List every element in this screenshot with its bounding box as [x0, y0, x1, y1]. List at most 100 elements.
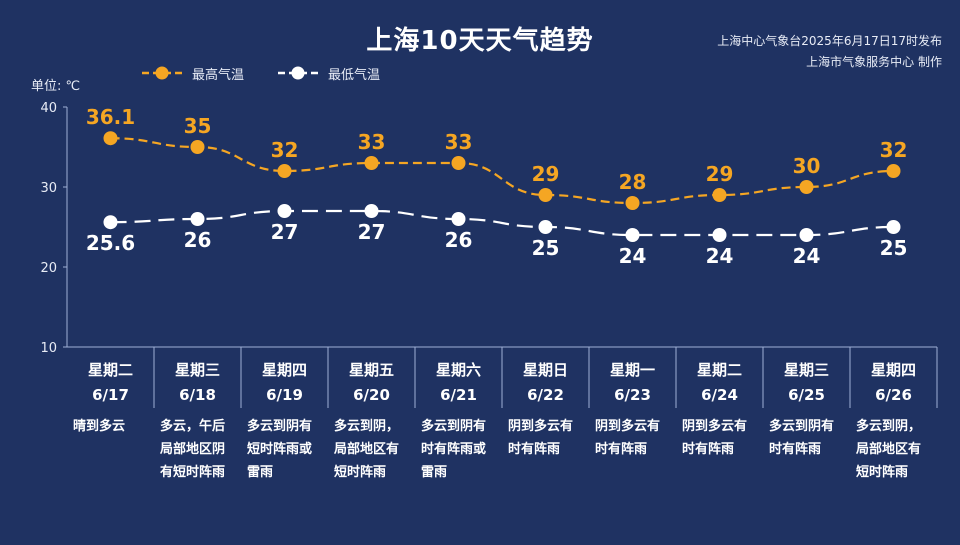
- day-label: 星期三: [784, 361, 829, 379]
- data-label-high: 28: [619, 170, 647, 194]
- data-label-low: 25: [532, 236, 560, 260]
- point-high: [451, 156, 466, 170]
- weather-text: 局部地区有: [856, 441, 921, 457]
- date-label: 6/24: [701, 386, 738, 404]
- y-tick-label: 30: [40, 181, 57, 196]
- data-label-high: 36.1: [86, 105, 135, 129]
- weather-text: 多云到阴有: [247, 418, 312, 434]
- day-label: 星期二: [88, 361, 133, 379]
- day-label: 星期四: [262, 361, 307, 379]
- data-label-high: 32: [271, 138, 299, 162]
- weather-text: 短时阵雨或: [247, 441, 312, 457]
- point-low: [277, 204, 292, 218]
- legend-item-high: 最高气温: [140, 62, 244, 84]
- data-label-low: 25.6: [86, 231, 135, 255]
- weather-text: 短时阵雨: [856, 464, 908, 480]
- point-high: [625, 196, 640, 210]
- date-label: 6/25: [788, 386, 825, 404]
- series-line-high: [110, 137, 894, 205]
- day-label: 星期六: [436, 361, 481, 379]
- y-tick-label: 20: [40, 261, 57, 276]
- weather-text: 多云到阴，: [334, 418, 399, 434]
- weather-text: 多云到阴有: [769, 418, 834, 434]
- y-tick-label: 10: [40, 341, 57, 356]
- weather-text: 时有阵雨: [595, 441, 647, 457]
- point-high: [364, 156, 379, 170]
- source-line-2: 上海市气象服务中心 制作: [806, 55, 942, 69]
- data-label-low: 27: [358, 220, 386, 244]
- date-label: 6/18: [179, 386, 216, 404]
- weather-text: 时有阵雨: [682, 441, 734, 457]
- point-low: [799, 228, 814, 242]
- unit-label: 单位: ℃: [31, 79, 81, 94]
- date-label: 6/21: [440, 386, 477, 404]
- weather-text: 局部地区阴: [160, 441, 225, 457]
- data-label-high: 35: [184, 114, 212, 138]
- day-label: 星期四: [871, 361, 916, 379]
- point-high: [712, 188, 727, 202]
- point-low: [364, 204, 379, 218]
- legend-low-swatch-icon: [278, 66, 318, 80]
- weather-text: 局部地区有: [334, 441, 399, 457]
- point-low: [103, 215, 118, 230]
- date-label: 6/23: [614, 386, 651, 404]
- date-label: 6/17: [92, 386, 129, 404]
- point-low: [886, 220, 901, 234]
- point-low: [538, 220, 553, 234]
- data-label-high: 33: [445, 130, 473, 154]
- weather-text: 有短时阵雨: [160, 464, 225, 480]
- chart-title: 上海10天天气趋势: [366, 26, 594, 56]
- series-line-low: [110, 209, 894, 237]
- data-label-low: 24: [793, 244, 821, 268]
- day-label: 星期三: [175, 361, 220, 379]
- day-label: 星期五: [349, 361, 394, 379]
- legend-item-low: 最低气温: [276, 62, 380, 84]
- source-note: 上海中心气象台2025年6月17日17时发布 上海市气象服务中心 制作: [717, 31, 942, 73]
- day-label: 星期一: [610, 361, 655, 379]
- point-low: [190, 212, 205, 226]
- date-label: 6/19: [266, 386, 303, 404]
- date-label: 6/26: [875, 386, 912, 404]
- weather-text: 晴到多云: [73, 418, 125, 434]
- weather-text: 多云到阴有: [421, 418, 486, 434]
- weather-text: 多云，午后: [160, 418, 225, 434]
- point-low: [451, 212, 466, 226]
- legend-low-label: 最低气温: [328, 67, 381, 83]
- data-label-high: 33: [358, 130, 386, 154]
- point-high: [799, 180, 814, 194]
- data-label-low: 25: [880, 236, 908, 260]
- weather-text: 时有阵雨或: [421, 441, 486, 457]
- point-high: [190, 140, 205, 154]
- weather-text: 时有阵雨: [508, 441, 560, 457]
- weather-text: 阴到多云有: [508, 418, 573, 434]
- date-label: 6/22: [527, 386, 564, 404]
- data-label-low: 27: [271, 220, 299, 244]
- data-label-high: 29: [706, 162, 734, 186]
- weather-text: 阴到多云有: [682, 418, 747, 434]
- weather-text: 多云到阴，: [856, 418, 921, 434]
- data-label-low: 24: [619, 244, 647, 268]
- legend-high-label: 最高气温: [192, 67, 245, 83]
- data-label-low: 26: [184, 228, 212, 252]
- point-low: [712, 228, 727, 242]
- data-label-high: 32: [880, 138, 908, 162]
- day-label: 星期日: [523, 361, 568, 379]
- data-label-low: 24: [706, 244, 734, 268]
- legend-high-swatch-icon: [142, 66, 182, 80]
- data-label-low: 26: [445, 228, 473, 252]
- source-line-1: 上海中心气象台2025年6月17日17时发布: [717, 34, 942, 48]
- weather-text: 时有阵雨: [769, 441, 821, 457]
- weather-text: 雷雨: [247, 464, 273, 480]
- point-low: [625, 228, 640, 242]
- weather-text: 雷雨: [421, 464, 447, 480]
- point-high: [538, 188, 553, 202]
- weather-text: 阴到多云有: [595, 418, 660, 434]
- point-high: [277, 164, 292, 178]
- point-high: [103, 131, 118, 146]
- point-high: [886, 164, 901, 178]
- day-label: 星期二: [697, 361, 742, 379]
- data-label-high: 30: [793, 154, 821, 178]
- y-tick-label: 40: [40, 101, 57, 116]
- data-label-high: 29: [532, 162, 560, 186]
